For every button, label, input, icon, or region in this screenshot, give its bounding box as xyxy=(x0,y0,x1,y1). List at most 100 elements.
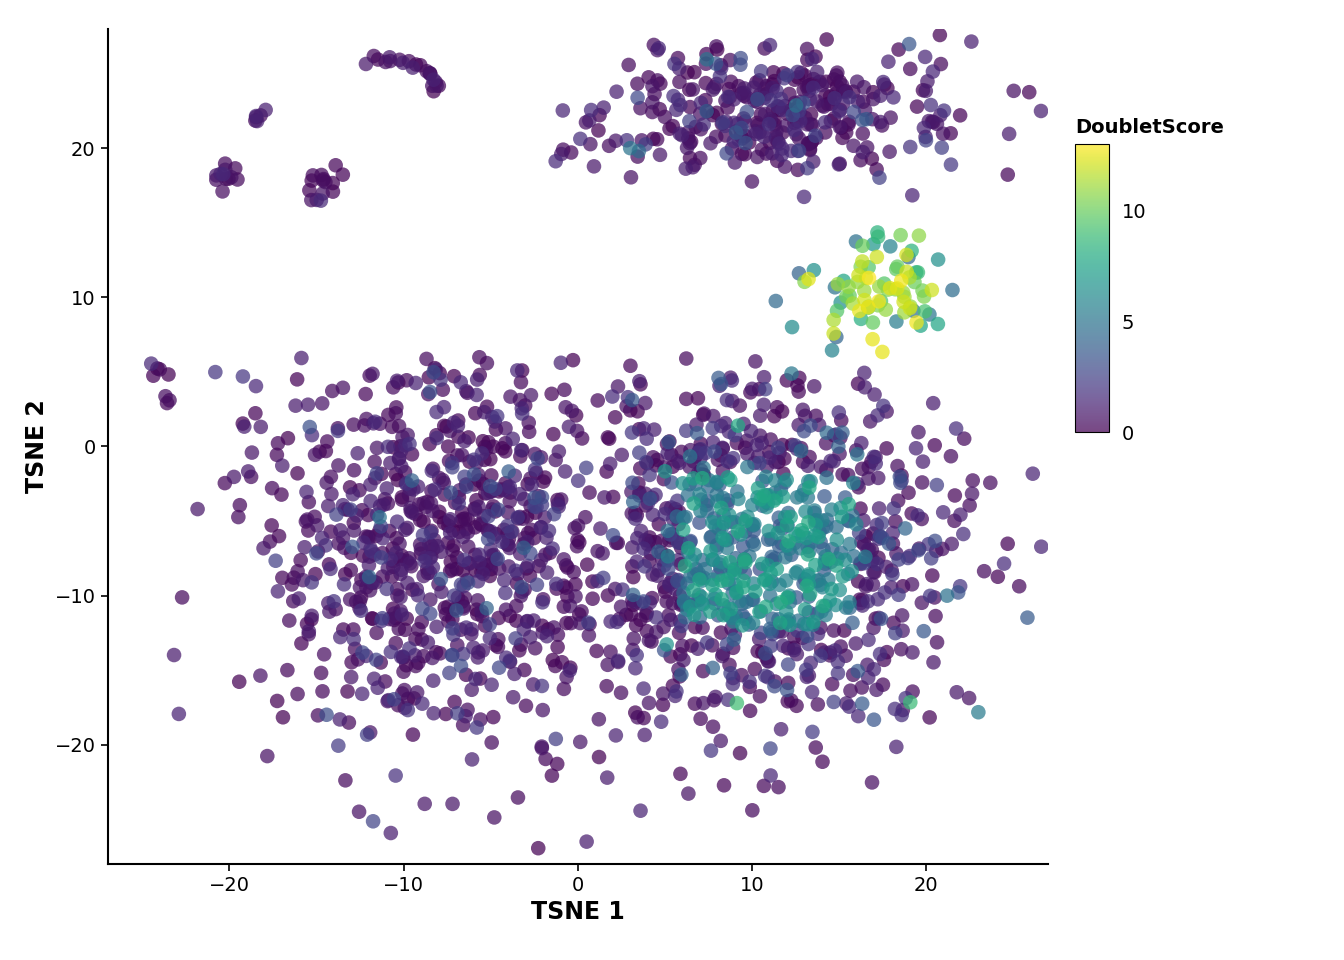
Point xyxy=(892,294,914,309)
Point xyxy=(777,505,798,520)
Point xyxy=(605,410,626,425)
Point xyxy=(692,470,714,486)
Point xyxy=(759,432,781,447)
Point xyxy=(423,72,445,87)
Point xyxy=(758,523,780,539)
Point xyxy=(825,85,847,101)
Point xyxy=(360,540,382,556)
Point xyxy=(422,461,444,476)
Point xyxy=(362,612,383,627)
Point xyxy=(711,116,732,132)
Point xyxy=(816,470,837,486)
Point xyxy=(856,657,878,672)
Point xyxy=(477,531,499,546)
Point xyxy=(362,366,383,381)
Point xyxy=(777,657,798,672)
Point xyxy=(363,671,384,686)
Point xyxy=(312,186,333,202)
Point xyxy=(605,581,626,596)
Point xyxy=(843,667,864,683)
Point xyxy=(789,131,810,146)
Point xyxy=(388,52,410,67)
Point xyxy=(683,583,704,598)
Point xyxy=(727,484,749,499)
Point xyxy=(712,440,734,455)
Point xyxy=(625,594,646,610)
Point xyxy=(391,492,413,508)
Point xyxy=(423,365,445,380)
Point xyxy=(622,597,644,612)
Point xyxy=(930,108,952,123)
Point xyxy=(695,76,716,91)
Point xyxy=(732,131,754,146)
Point xyxy=(775,517,797,533)
Point xyxy=(421,539,442,554)
Point xyxy=(511,406,532,421)
Point xyxy=(801,134,823,150)
Point xyxy=(626,403,648,419)
Point xyxy=(507,363,528,378)
Point xyxy=(559,598,581,613)
Point xyxy=(297,397,319,413)
Point xyxy=(890,475,911,491)
Point xyxy=(495,420,516,436)
Point xyxy=(743,576,765,591)
Point xyxy=(554,464,575,479)
Point xyxy=(692,407,714,422)
Point xyxy=(629,461,650,476)
Point xyxy=(700,135,722,151)
Point xyxy=(458,430,480,445)
Point xyxy=(329,711,351,727)
Point xyxy=(313,172,335,187)
Point xyxy=(286,686,308,702)
Point xyxy=(707,538,728,553)
Point xyxy=(847,94,868,109)
Point xyxy=(719,53,741,68)
Point xyxy=(668,60,689,76)
Point xyxy=(304,509,325,524)
Point xyxy=(392,664,414,680)
Point xyxy=(710,447,731,463)
Point xyxy=(777,106,798,121)
Point xyxy=(749,562,770,577)
Point xyxy=(669,97,691,112)
Point xyxy=(724,563,746,578)
Point xyxy=(396,372,418,388)
Point xyxy=(771,536,793,551)
Point xyxy=(380,551,402,566)
Point xyxy=(715,93,737,108)
Point xyxy=(802,117,824,132)
Point xyxy=(638,492,660,507)
Point xyxy=(730,57,751,72)
Point xyxy=(851,436,872,451)
Point xyxy=(724,155,746,170)
Point xyxy=(499,609,520,624)
Point xyxy=(750,408,771,423)
Point xyxy=(218,171,239,186)
Point xyxy=(329,522,351,538)
Point xyxy=(535,547,556,563)
Point xyxy=(575,114,597,130)
Point xyxy=(730,129,751,144)
Point xyxy=(871,530,892,545)
Point xyxy=(343,523,364,539)
Point xyxy=(706,540,727,556)
Point xyxy=(426,539,448,554)
Point xyxy=(710,561,731,576)
Point xyxy=(723,450,745,466)
Point xyxy=(446,603,468,618)
Point xyxy=(448,413,469,428)
Point xyxy=(671,444,692,460)
Point xyxy=(438,613,460,629)
Point xyxy=(559,662,581,678)
Point xyxy=(435,607,457,622)
Point xyxy=(625,617,646,633)
Point xyxy=(430,571,452,587)
Point xyxy=(399,436,421,451)
Point xyxy=(419,384,441,399)
Point xyxy=(630,596,652,612)
Point xyxy=(719,609,741,624)
Point xyxy=(886,546,907,562)
Point xyxy=(454,708,476,724)
Point xyxy=(722,530,743,545)
